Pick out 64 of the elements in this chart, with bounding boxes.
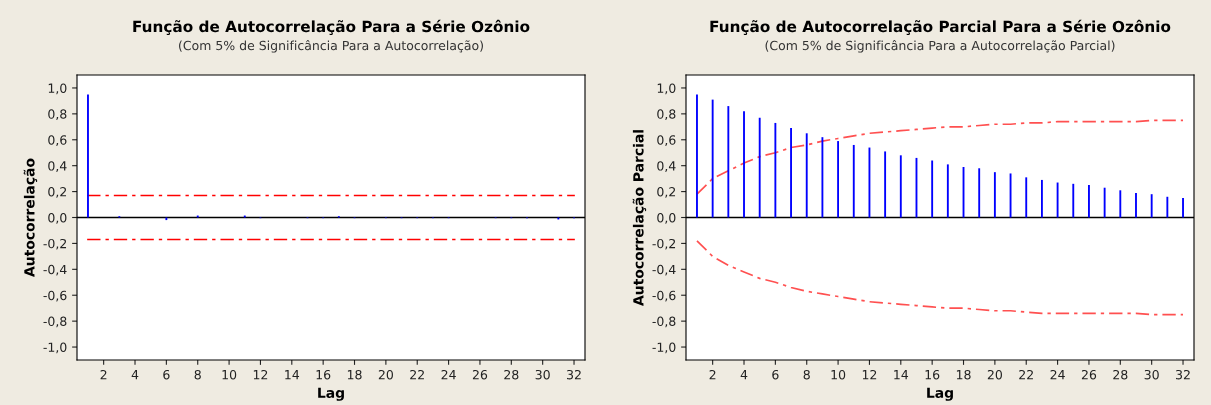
x-tick-label: 6 bbox=[772, 369, 779, 380]
x-axis-title: Lag bbox=[927, 387, 953, 401]
y-tick-label: 0,4 bbox=[657, 161, 676, 172]
y-tick-label: 0,6 bbox=[48, 135, 67, 146]
x-tick-label: 22 bbox=[1019, 369, 1033, 380]
line-series bbox=[696, 119, 1184, 196]
x-tick-label: 30 bbox=[1144, 369, 1159, 380]
y-tick-label: -0,4 bbox=[43, 264, 67, 276]
x-tick-label: 8 bbox=[194, 369, 201, 380]
y-tick-label: -0,2 bbox=[43, 238, 67, 250]
y-tick-label: -0,2 bbox=[652, 238, 676, 250]
x-tick-label: 24 bbox=[1050, 369, 1065, 380]
x-tick-label: 20 bbox=[987, 369, 1002, 380]
y-tick-label: 0,8 bbox=[657, 109, 676, 121]
y-tick-label: 0,0 bbox=[48, 212, 67, 224]
x-tick-label: 26 bbox=[472, 369, 488, 380]
chart-subtitle: (Com 5% de Significância Para a Autocorrelação Parcial) bbox=[765, 40, 1115, 53]
x-tick-label: 18 bbox=[347, 369, 362, 380]
x-tick-label: 4 bbox=[740, 370, 748, 380]
y-tick-label: 0,4 bbox=[48, 161, 67, 172]
x-tick-label: 16 bbox=[925, 369, 940, 380]
y-tick-label: 0,0 bbox=[657, 212, 676, 224]
y-tick-label: -0,8 bbox=[43, 316, 67, 328]
y-tick-label: -0,8 bbox=[652, 316, 676, 328]
chart-title: Função de Autocorrelação Para a Série Ozônio bbox=[133, 19, 530, 35]
x-axis-title: Lag bbox=[318, 387, 344, 401]
x-tick-label: 4 bbox=[131, 370, 139, 380]
x-tick-label: 22 bbox=[410, 369, 424, 380]
line-series bbox=[696, 239, 1184, 316]
y-tick-label: 0,2 bbox=[657, 187, 676, 198]
x-tick-label: 32 bbox=[1176, 369, 1190, 380]
y-tick-label: 0,6 bbox=[657, 135, 676, 146]
x-tick-label: 12 bbox=[862, 369, 877, 380]
x-tick-label: 20 bbox=[378, 369, 393, 380]
x-tick-label: 8 bbox=[803, 369, 810, 380]
y-tick-label: 1,0 bbox=[48, 83, 67, 95]
x-tick-label: 18 bbox=[956, 369, 971, 380]
x-tick-label: 6 bbox=[163, 369, 170, 380]
y-tick-label: 0,8 bbox=[48, 109, 67, 121]
y-axis-title: Autocorrelação bbox=[23, 158, 38, 277]
x-tick-label: 28 bbox=[1113, 369, 1128, 380]
x-tick-label: 2 bbox=[100, 369, 107, 380]
x-tick-label: 12 bbox=[253, 369, 268, 380]
y-tick-label: -0,6 bbox=[43, 290, 67, 302]
y-axis-title: Autocorrelação Parcial bbox=[632, 130, 647, 306]
x-tick-label: 14 bbox=[894, 370, 909, 380]
x-tick-label: 26 bbox=[1081, 369, 1097, 380]
y-tick-label: 1,0 bbox=[657, 83, 676, 95]
y-tick-label: -0,4 bbox=[652, 264, 676, 276]
x-tick-label: 24 bbox=[441, 369, 456, 380]
x-tick-label: 10 bbox=[222, 369, 237, 380]
y-tick-label: -1,0 bbox=[43, 342, 67, 354]
x-tick-label: 2 bbox=[709, 369, 716, 380]
chart-subtitle: (Com 5% de Significância Para a Autocorrelação) bbox=[179, 40, 483, 53]
x-tick-label: 14 bbox=[285, 370, 300, 380]
x-tick-label: 10 bbox=[831, 369, 846, 380]
x-tick-label: 32 bbox=[567, 369, 581, 380]
y-tick-label: -1,0 bbox=[652, 342, 676, 354]
x-tick-label: 30 bbox=[535, 369, 550, 380]
x-tick-label: 16 bbox=[316, 369, 331, 380]
y-tick-label: 0,2 bbox=[48, 187, 67, 198]
chart-title: Função de Autocorrelação Parcial Para a Série Ozônio bbox=[710, 19, 1171, 35]
y-tick-label: -0,6 bbox=[652, 290, 676, 302]
x-tick-label: 28 bbox=[504, 369, 519, 380]
